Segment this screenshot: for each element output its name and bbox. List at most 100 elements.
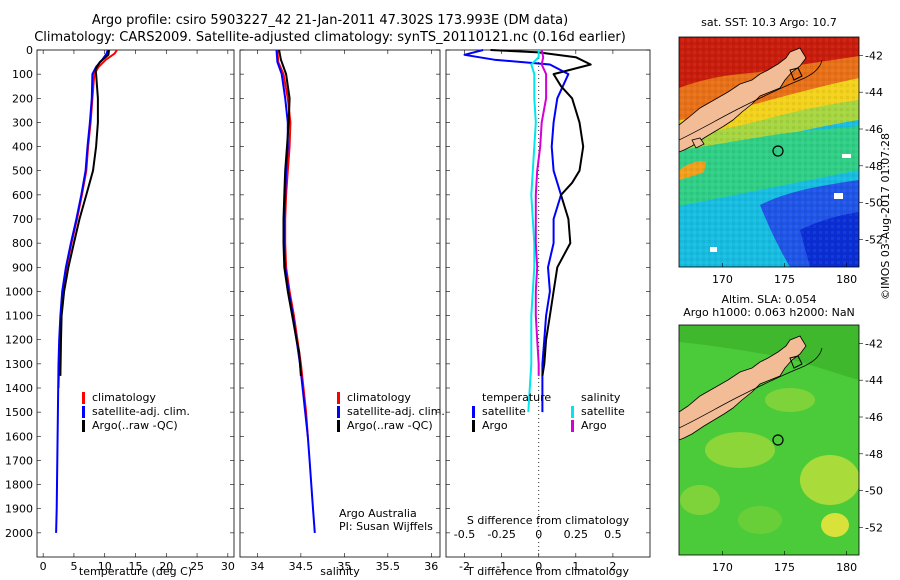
legend-label: Argo — [482, 419, 508, 432]
legend-swatch — [472, 406, 475, 418]
plot-frame — [445, 49, 651, 558]
x-tick-label: 30 — [221, 560, 235, 573]
x-axis-label: salinity — [320, 565, 360, 578]
legend-heading: temperature — [482, 391, 552, 404]
x-tick-label: 15 — [129, 560, 143, 573]
y-tick-label: 2000 — [5, 527, 33, 540]
y-tick-label: 1700 — [5, 454, 33, 467]
argo-position-marker — [772, 145, 784, 157]
argo-position-marker-sla — [772, 434, 784, 446]
map-y-tick-label: -50 — [865, 485, 883, 498]
legend-label: satellite — [581, 405, 625, 418]
legend-heading: salinity — [581, 391, 621, 404]
y-tick-label: 0 — [26, 44, 33, 57]
map-x-tick-label: 170 — [712, 273, 733, 286]
map-y-tick-label: -42 — [865, 337, 883, 350]
map-y-tick-label: -46 — [865, 411, 883, 424]
series-line — [57, 49, 118, 389]
x-tick-label: -2 — [459, 560, 470, 573]
diff-legend-temperature: temperature satellite Argo — [472, 391, 551, 433]
map-x-tick-label: 180 — [836, 273, 857, 286]
legend-item-argo: Argo(..raw -QC) — [337, 419, 445, 433]
map-y-tick-label: -52 — [865, 233, 883, 246]
legend-label: satellite-adj. clim. — [92, 405, 190, 418]
legend-swatch — [337, 420, 340, 432]
legend-swatch — [571, 420, 574, 432]
x-tick-label: 5 — [70, 560, 77, 573]
map-y-tick-label: -48 — [865, 160, 883, 173]
y-tick-label: 200 — [12, 92, 33, 105]
credit-agency: Argo Australia — [339, 507, 417, 520]
legend-item-t-satellite: satellite — [472, 405, 551, 419]
credit-pi: PI: Susan Wijffels — [339, 520, 433, 533]
map-x-tick-label: 175 — [774, 273, 795, 286]
legend-item-climatology: climatology — [337, 391, 445, 405]
sst-map — [678, 36, 860, 268]
series-line — [276, 49, 309, 437]
x-tick-label: 0 — [40, 560, 47, 573]
series-line — [463, 49, 570, 413]
x-tick-label: 35 — [337, 560, 351, 573]
x2-tick-label: -0.5 — [454, 528, 475, 541]
y-tick-label: 1200 — [5, 334, 33, 347]
x-tick-label: 35.5 — [376, 560, 401, 573]
map-y-tick-label: -42 — [865, 49, 883, 62]
x-tick-label: 10 — [98, 560, 112, 573]
y-tick-label: 800 — [12, 237, 33, 250]
map-x-tick-label: 180 — [836, 561, 857, 574]
y-tick-label: 1400 — [5, 382, 33, 395]
legend-label: climatology — [92, 391, 156, 404]
legend-swatch — [337, 392, 340, 404]
legend-label: Argo(..raw -QC) — [92, 419, 178, 432]
x-tick-label: 2 — [609, 560, 616, 573]
x-tick-label: 1 — [572, 560, 579, 573]
y-tick-label: 1000 — [5, 285, 33, 298]
sla-map-title-2: Argo h1000: 0.063 h2000: NaN — [683, 306, 855, 319]
sla-map — [678, 324, 860, 556]
y-tick-label: 1300 — [5, 358, 33, 371]
map-y-tick-label: -44 — [865, 374, 883, 387]
x-tick-label: -1 — [496, 560, 507, 573]
map-y-tick-label: -52 — [865, 521, 883, 534]
legend-swatch — [571, 406, 574, 418]
legend-heading-temperature: temperature — [472, 391, 551, 405]
temperature-legend: climatology satellite-adj. clim. Argo(..… — [82, 391, 190, 433]
y-tick-label: 900 — [12, 261, 33, 274]
legend-item-satellite: satellite-adj. clim. — [82, 405, 190, 419]
imos-stamp: ©IMOS 03-Aug-2017 01:07:28 — [879, 133, 892, 300]
stewart-island-land — [691, 137, 705, 149]
sst-map-title: sat. SST: 10.3 Argo: 10.7 — [701, 16, 837, 29]
x-tick-label: 34.5 — [289, 560, 314, 573]
legend-label: Argo — [581, 419, 607, 432]
x2-axis-label: S difference from climatology — [467, 514, 630, 527]
y-tick-label: 1800 — [5, 479, 33, 492]
legend-item-argo: Argo(..raw -QC) — [82, 419, 190, 433]
legend-swatch — [472, 420, 475, 432]
legend-swatch — [82, 392, 85, 404]
legend-heading-salinity: salinity — [571, 391, 625, 405]
legend-label: satellite — [482, 405, 526, 418]
legend-item-climatology: climatology — [82, 391, 190, 405]
legend-swatch — [82, 406, 85, 418]
series-line — [275, 49, 316, 533]
map-y-tick-label: -50 — [865, 197, 883, 210]
legend-item-t-argo: Argo — [472, 419, 551, 433]
series-line — [278, 49, 302, 376]
x-tick-label: 36 — [424, 560, 438, 573]
x-axis-label: T difference from climatology — [466, 565, 629, 578]
y-tick-label: 1500 — [5, 406, 33, 419]
x-tick-label: 0 — [535, 560, 542, 573]
plot-frame — [239, 49, 441, 558]
legend-label: climatology — [347, 391, 411, 404]
x2-tick-label: 0.25 — [564, 528, 589, 541]
x-tick-label: 20 — [159, 560, 173, 573]
legend-label: satellite-adj. clim. — [347, 405, 445, 418]
map-axes: 170 175 180 -42 -44 -46 -48 -50 -52 170 175 180 -42 -… — [712, 49, 883, 574]
y-tick-label: 1600 — [5, 430, 33, 443]
y-tick-label: 100 — [12, 68, 33, 81]
temperature-panel: 0100200300400500600700800900100011001200… — [5, 44, 235, 578]
y-tick-label: 300 — [12, 116, 33, 129]
title-line-2: Climatology: CARS2009. Satellite-adjuste… — [34, 30, 626, 45]
legend-item-s-argo: Argo — [571, 419, 625, 433]
